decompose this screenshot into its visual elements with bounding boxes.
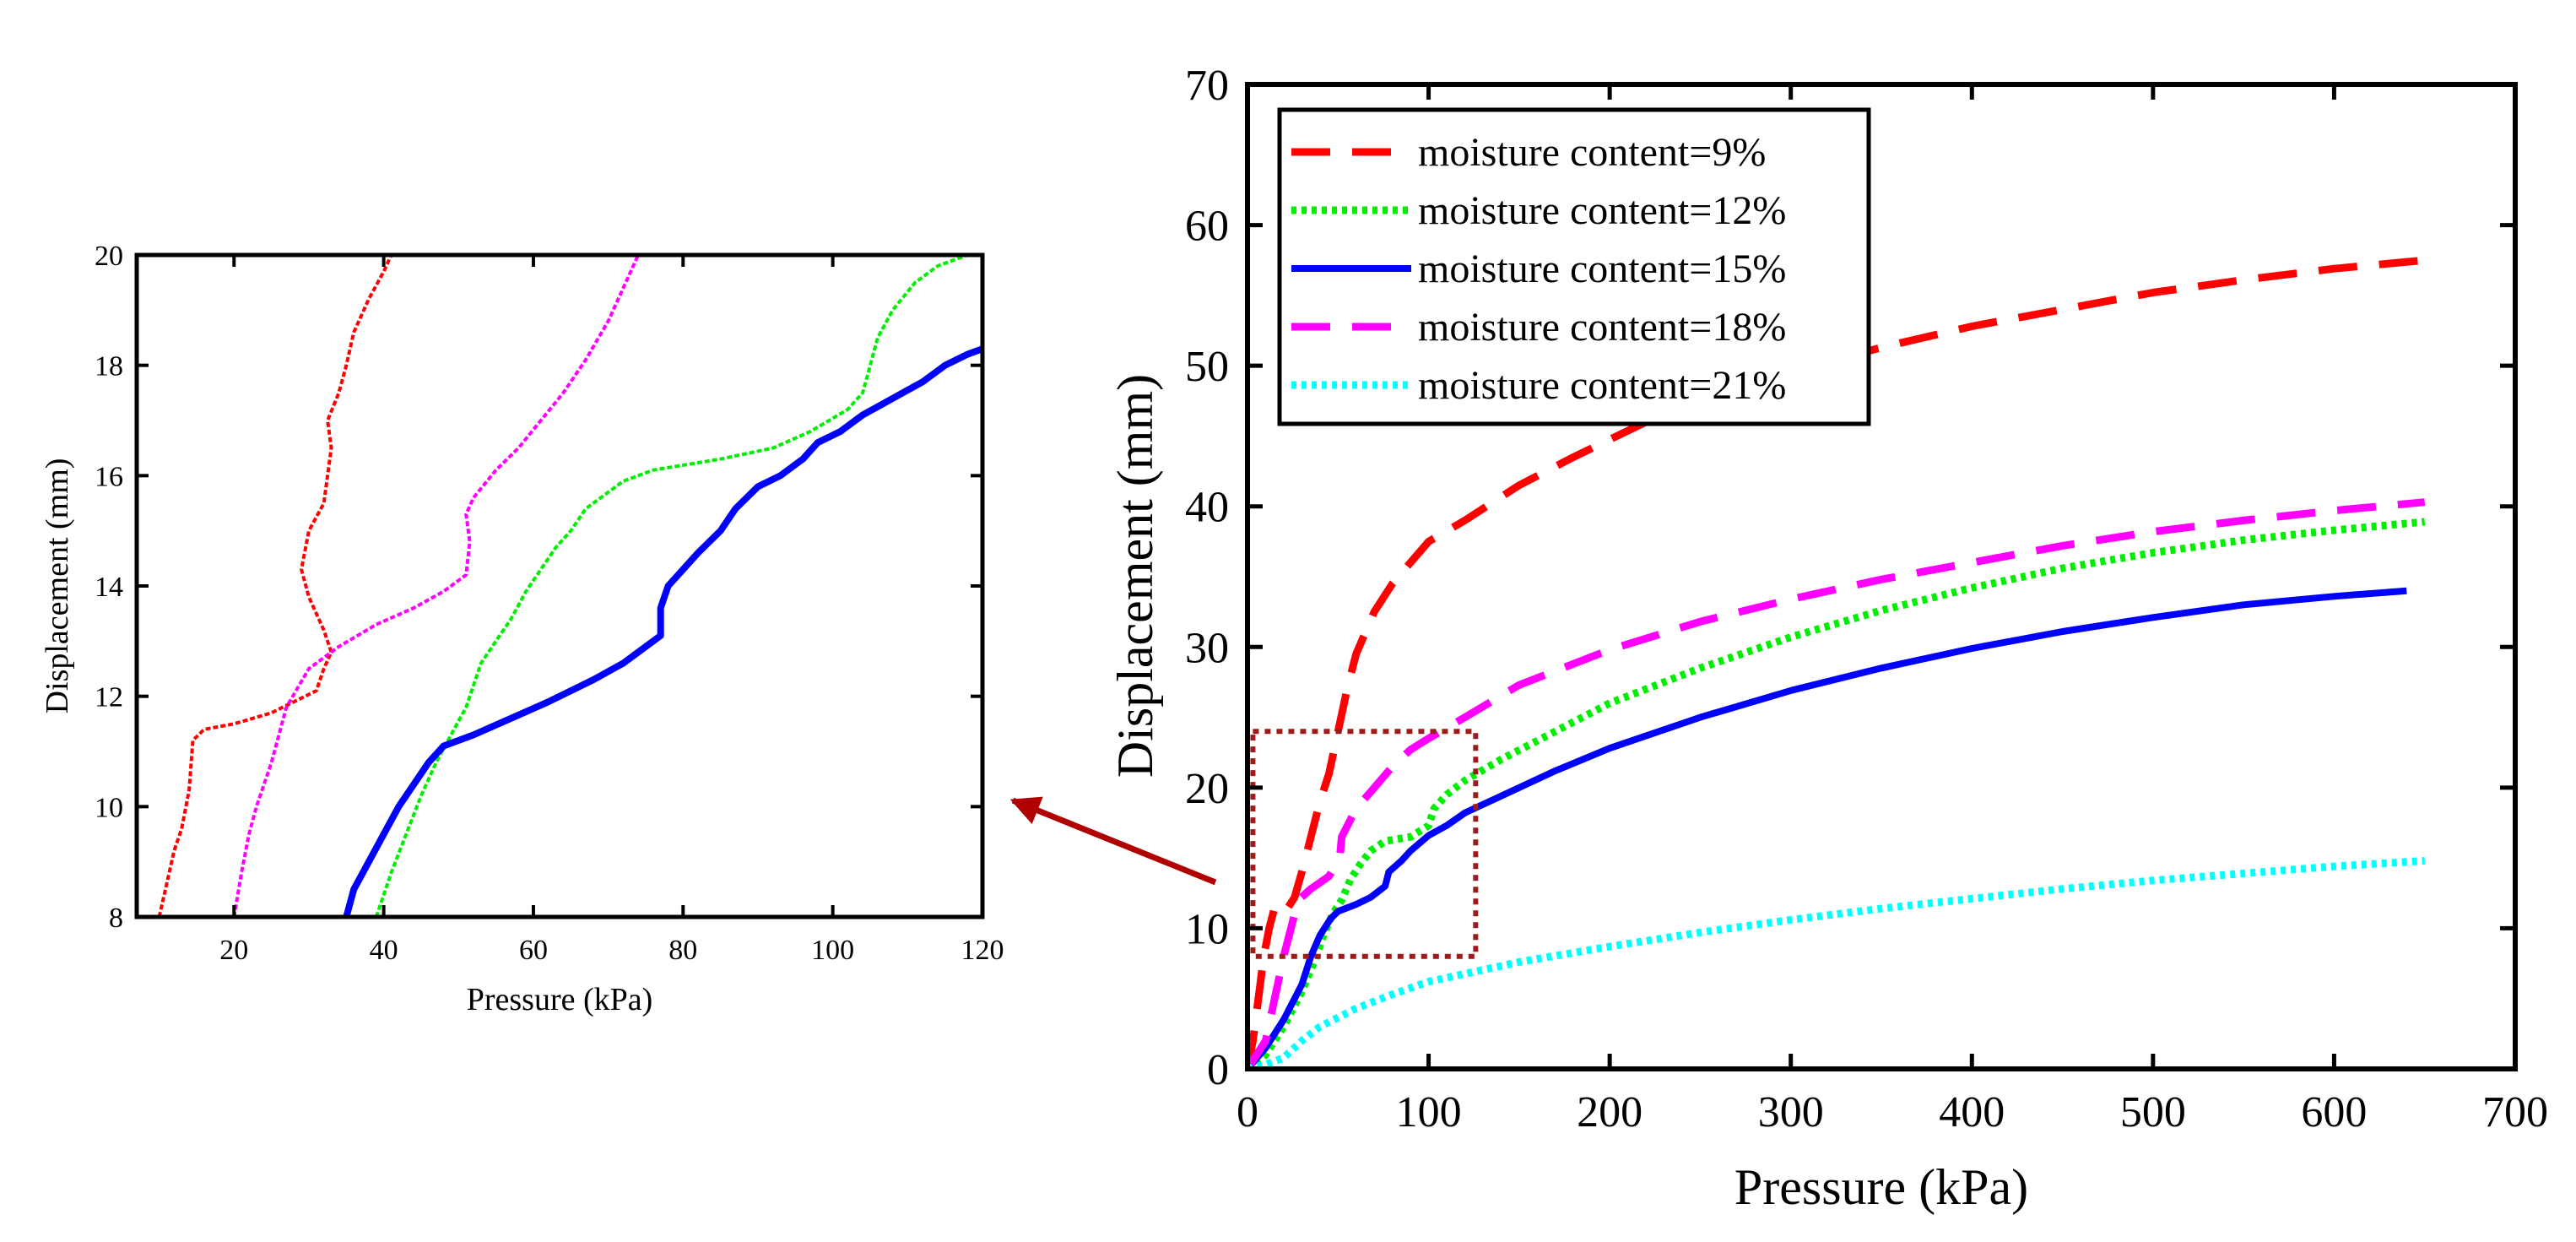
legend-label: moisture content=12% <box>1418 188 1786 233</box>
legend-item-moisture-content-21: moisture content=21% <box>1291 363 1786 408</box>
inset-y-tick-label-20: 20 <box>95 241 123 272</box>
legend-label: moisture content=9% <box>1418 130 1766 175</box>
legend-item-moisture-content-18: moisture content=18% <box>1291 305 1786 350</box>
main-y-tick-label-50: 50 <box>1185 343 1229 391</box>
main-series-moisture-content-12 <box>1247 518 2426 1069</box>
main-y-tick-label-10: 10 <box>1185 905 1229 953</box>
inset-y-tick-label-8: 8 <box>109 903 123 934</box>
inset-x-axis-label: Pressure (kPa) <box>467 982 653 1017</box>
inset-axis-ticks: 20 40 60 80 100 120 8 10 12 14 16 18 20 <box>95 241 1004 966</box>
main-y-tick-label-0: 0 <box>1207 1046 1229 1094</box>
main-x-tick-label-200: 200 <box>1577 1088 1642 1136</box>
main-x-axis-label: Pressure (kPa) <box>1734 1159 2028 1215</box>
legend: moisture content=9% moisture content=12% m… <box>1277 107 1871 426</box>
legend-item-moisture-content-15: moisture content=15% <box>1291 247 1786 291</box>
main-x-tick-label-600: 600 <box>2301 1088 2367 1136</box>
inset-x-tick-label-120: 120 <box>961 935 1004 966</box>
main-y-axis-label: Displacement (mm) <box>1107 374 1163 778</box>
main-series-moisture-content-21 <box>1247 857 2425 1069</box>
inset-x-tick-label-40: 40 <box>370 935 398 966</box>
inset-y-tick-label-10: 10 <box>95 792 123 823</box>
inset-series-moisture-content-15 <box>343 345 982 917</box>
main-chart: 0 100 200 300 400 500 600 700 0 10 20 30 40 50 60 70 Pr… <box>1107 62 2548 1215</box>
main-series-lines <box>1247 256 2426 1069</box>
inset-series-moisture-content-12 <box>374 255 968 917</box>
main-x-tick-label-100: 100 <box>1396 1088 1462 1136</box>
main-series-moisture-content-15 <box>1247 587 2407 1069</box>
inset-plot-frame <box>134 252 985 919</box>
main-x-tick-label-700: 700 <box>2482 1088 2548 1136</box>
legend-label: moisture content=18% <box>1418 305 1786 350</box>
inset-y-tick-label-12: 12 <box>95 682 123 713</box>
main-y-tick-label-20: 20 <box>1185 765 1229 813</box>
main-axis-ticks: 0 100 200 300 400 500 600 700 0 10 20 30 40 50 60 70 <box>1185 62 2548 1136</box>
inset-series-moisture-content-9 <box>157 255 393 917</box>
main-x-tick-label-400: 400 <box>1939 1088 2005 1136</box>
main-x-tick-label-300: 300 <box>1758 1088 1824 1136</box>
legend-label: moisture content=15% <box>1418 247 1786 291</box>
inset-y-tick-label-18: 18 <box>95 351 123 382</box>
inset-y-tick-label-16: 16 <box>95 461 123 492</box>
main-y-tick-label-30: 30 <box>1185 624 1229 672</box>
legend-items: moisture content=9% moisture content=12% m… <box>1291 130 1786 408</box>
inset-x-tick-label-80: 80 <box>668 935 697 966</box>
main-plot-frame <box>1245 82 2518 1071</box>
inset-series-lines <box>157 255 982 917</box>
legend-label: moisture content=21% <box>1418 363 1786 408</box>
zoom-arrow <box>1009 796 1217 886</box>
main-series-moisture-content-9 <box>1247 256 2426 1069</box>
inset-x-tick-label-60: 60 <box>519 935 548 966</box>
inset-chart: 20 40 60 80 100 120 8 10 12 14 16 18 20 Pressure (kP… <box>40 241 1004 1017</box>
inset-x-tick-label-100: 100 <box>811 935 854 966</box>
main-x-tick-label-0: 0 <box>1237 1088 1258 1136</box>
main-y-tick-label-70: 70 <box>1185 62 1229 110</box>
main-series-moisture-content-18 <box>1247 498 2426 1069</box>
legend-item-moisture-content-9: moisture content=9% <box>1291 130 1766 175</box>
inset-x-tick-label-20: 20 <box>219 935 248 966</box>
inset-series-moisture-content-18 <box>232 255 640 917</box>
legend-item-moisture-content-12: moisture content=12% <box>1291 188 1786 233</box>
main-y-tick-label-40: 40 <box>1185 484 1229 532</box>
main-y-tick-label-60: 60 <box>1185 203 1229 251</box>
inset-y-tick-label-14: 14 <box>95 572 123 603</box>
zoom-region-box <box>1250 729 1479 959</box>
main-x-tick-label-500: 500 <box>2120 1088 2186 1136</box>
inset-y-axis-label: Displacement (mm) <box>40 458 75 714</box>
